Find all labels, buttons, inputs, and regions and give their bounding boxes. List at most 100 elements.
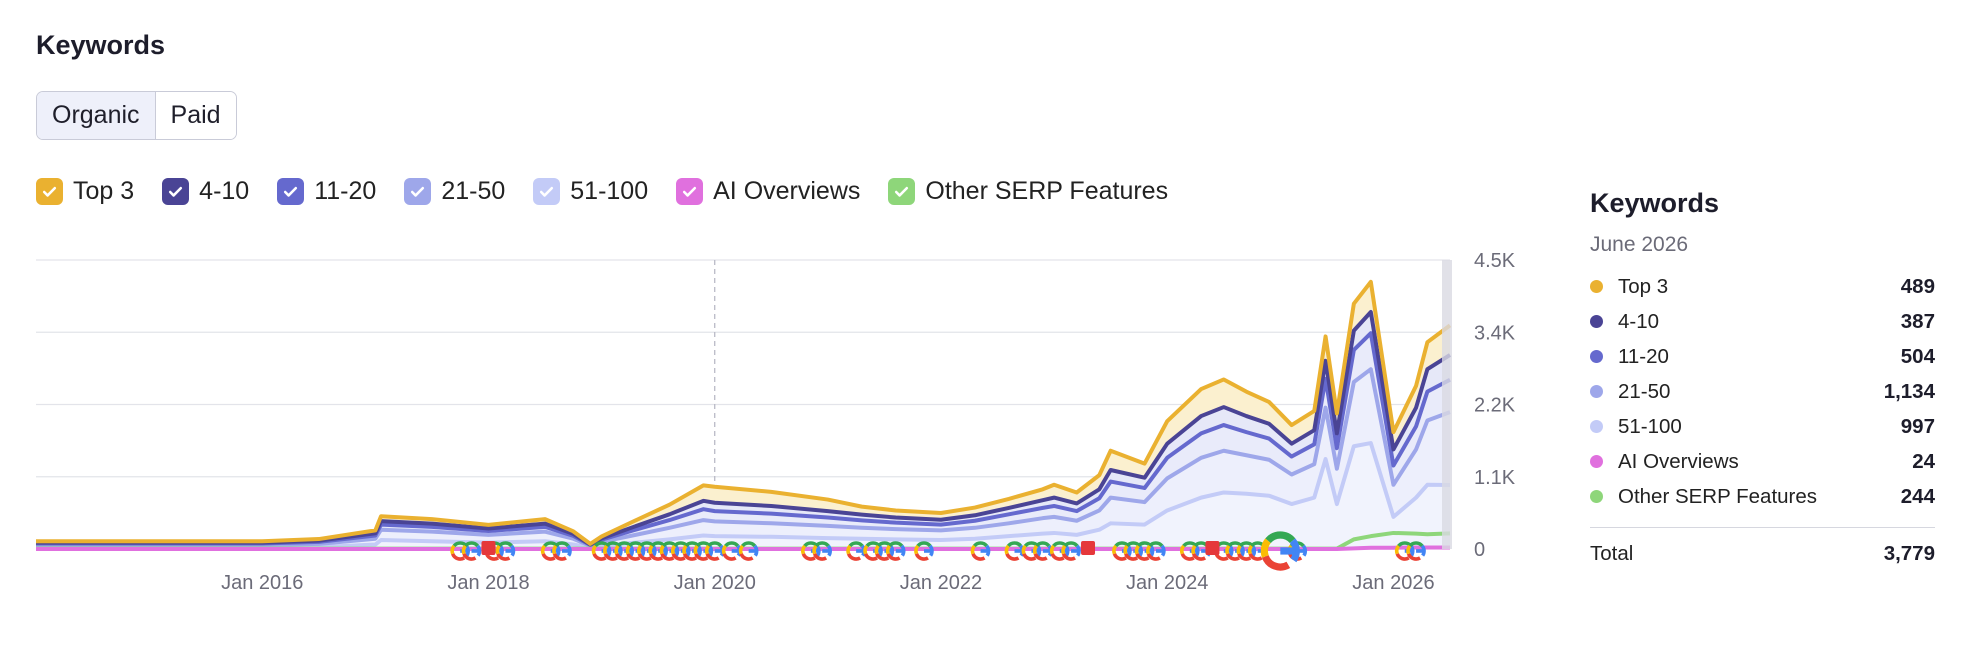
series-dot-icon [1590,350,1603,363]
x-tick-label: Jan 2022 [900,572,982,594]
summary-row-label: AI Overviews [1618,449,1739,473]
page-title: Keywords [36,30,166,60]
series-line-21-50 [36,367,1451,548]
series-dot-icon [1590,420,1603,433]
flag-note-icon [1205,541,1220,555]
checkbox-checked-icon[interactable] [404,178,432,205]
google-update-icon[interactable] [1146,541,1166,561]
summary-row-value: 24 [1912,449,1935,473]
x-tick-label: Jan 2018 [447,572,529,594]
summary-row-value: 387 [1900,309,1935,333]
tab-organic[interactable]: Organic [37,92,156,139]
summary-row: Top 3 489 [1590,269,1935,304]
legend-label: Other SERP Features [925,177,1169,205]
summary-row: 11-20 504 [1590,339,1935,374]
legend-label: AI Overviews [713,177,861,205]
legend-item-4-10[interactable]: 4-10 [162,177,249,206]
summary-row-label: 4-10 [1618,309,1660,333]
chart-legend: Top 3 4-10 11-20 21-50 51-100 AI Overviews Oth… [36,177,1196,206]
google-update-icon[interactable] [1406,541,1426,561]
checkbox-checked-icon[interactable] [36,178,63,205]
summary-row-label: 11-20 [1618,344,1669,368]
checkbox-checked-icon[interactable] [162,178,190,205]
keywords-chart: 4.5K 3.4K 2.2K 1.1K 0 Jan 2016 Jan 2018 Jan 202… [36,250,1516,594]
y-tick-label: 1.1K [1474,467,1516,489]
summary-row: AI Overviews 24 [1590,444,1935,479]
google-update-icon[interactable] [846,541,866,561]
summary-row-label: 21-50 [1618,379,1671,403]
summary-total-row: Total 3,779 [1590,528,1935,580]
summary-title: Keywords [1590,188,1720,218]
legend-label: 4-10 [199,177,250,205]
series-line-top-3 [36,279,1452,546]
checkbox-checked-icon[interactable] [888,178,916,205]
total-label: Total [1590,542,1634,565]
legend-label: 11-20 [314,177,377,205]
legend-item-ai-overviews[interactable]: AI Overviews [676,177,860,206]
series-dot-icon [1590,385,1603,398]
series-line-51-100 [36,441,1451,550]
google-update-icon[interactable] [1061,541,1081,561]
y-tick-label: 2.2K [1474,395,1516,417]
legend-item-top-3[interactable]: Top 3 [36,177,134,206]
summary-row-value: 489 [1900,274,1935,298]
google-update-icon[interactable] [1004,541,1025,561]
checkbox-checked-icon[interactable] [676,178,704,205]
google-update-icon[interactable] [914,541,934,561]
series-dot-icon [1590,455,1603,468]
total-value: 3,779 [1883,542,1935,565]
summary-row: 51-100 997 [1590,409,1935,444]
series-line-4-10 [36,310,1452,547]
summary-row: 21-50 1,134 [1590,374,1935,409]
area-fill-51-100 [36,443,1450,549]
legend-item-other-serp-features[interactable]: Other SERP Features [888,177,1168,206]
legend-label: Top 3 [73,177,135,205]
google-update-icon[interactable] [885,541,906,561]
google-update-icon[interactable] [704,541,725,561]
google-update-icon[interactable] [552,541,572,561]
google-update-icon[interactable] [812,541,832,561]
summary-date: June 2026 [1590,233,1689,256]
summary-row-value: 244 [1900,484,1935,508]
series-dot-icon [1590,490,1603,503]
series-line-11-20 [36,331,1451,548]
tab-paid[interactable]: Paid [155,92,236,139]
checkbox-checked-icon[interactable] [277,178,305,205]
legend-label: 21-50 [441,177,506,205]
google-update-icon[interactable] [461,541,482,561]
google-update-icon[interactable] [970,541,991,561]
legend-item-11-20[interactable]: 11-20 [277,177,376,206]
summary-row-label: Other SERP Features [1618,484,1818,508]
legend-item-21-50[interactable]: 21-50 [404,177,505,206]
google-update-icon[interactable] [721,541,742,561]
google-update-icon[interactable] [738,541,759,561]
organic-paid-toggle: Organic Paid [36,91,237,140]
x-tick-label: Jan 2026 [1352,572,1434,594]
summary-list: Top 3 489 4-10 387 11-20 504 21-50 1,134 51-100 9… [1590,269,1935,514]
series-line-ai-overviews [36,545,1450,551]
x-tick-label: Jan 2020 [674,572,756,594]
y-tick-label: 3.4K [1474,322,1516,344]
series-dot-icon [1590,315,1603,328]
legend-label: 51-100 [570,177,649,205]
checkbox-checked-icon[interactable] [533,178,561,205]
x-tick-label: Jan 2024 [1126,572,1208,594]
y-tick-label: 0 [1474,539,1485,561]
series-dot-icon [1590,280,1603,293]
summary-row: 4-10 387 [1590,304,1935,339]
google-update-large-icon[interactable] [1260,531,1300,571]
summary-row-value: 997 [1900,414,1935,438]
x-tick-label: Jan 2016 [221,572,303,594]
y-tick-label: 4.5K [1474,250,1516,272]
summary-row-label: 51-100 [1618,414,1682,438]
google-update-icon[interactable] [495,541,516,561]
keywords-summary-panel: Keywords June 2026 Top 3 489 4-10 387 11-20 5… [1590,188,1935,580]
summary-row-value: 1,134 [1883,379,1935,403]
summary-row-value: 504 [1900,344,1935,368]
flag-note-icon [1081,541,1096,555]
summary-row: Other SERP Features 244 [1590,479,1935,514]
legend-item-51-100[interactable]: 51-100 [533,177,648,206]
right-edge-band [1442,260,1452,549]
summary-divider [1590,527,1935,528]
summary-row-label: Top 3 [1618,274,1669,298]
